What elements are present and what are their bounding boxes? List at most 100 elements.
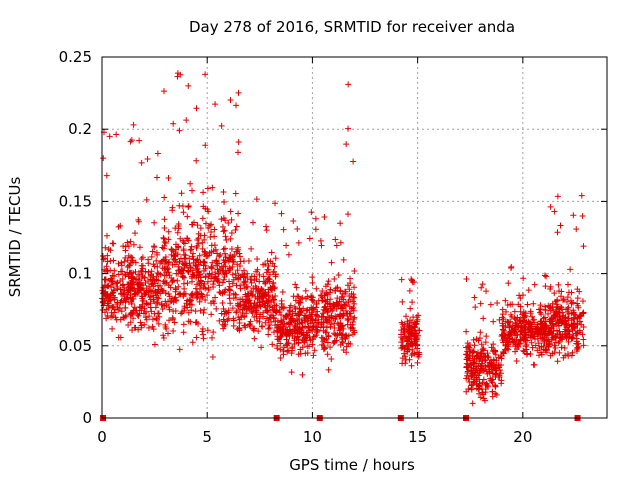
data-point bbox=[202, 220, 209, 227]
data-point bbox=[116, 305, 123, 312]
data-point bbox=[275, 336, 282, 343]
data-point bbox=[151, 219, 158, 226]
data-point bbox=[342, 332, 349, 339]
data-point bbox=[512, 348, 519, 355]
data-point bbox=[575, 304, 582, 311]
data-point bbox=[296, 298, 303, 305]
data-point bbox=[477, 329, 484, 336]
data-point bbox=[230, 315, 237, 322]
data-point bbox=[254, 266, 261, 273]
data-point bbox=[138, 307, 145, 314]
data-point bbox=[231, 252, 238, 259]
data-point bbox=[225, 307, 232, 314]
data-point bbox=[560, 312, 567, 319]
data-point bbox=[184, 213, 191, 220]
data-point bbox=[520, 347, 527, 354]
data-point bbox=[256, 315, 263, 322]
data-point bbox=[136, 244, 143, 251]
data-point bbox=[326, 317, 333, 324]
data-point bbox=[181, 305, 188, 312]
data-point bbox=[292, 330, 299, 337]
data-point bbox=[237, 285, 244, 292]
data-point bbox=[520, 326, 527, 333]
data-point bbox=[331, 337, 338, 344]
data-point bbox=[340, 256, 347, 263]
data-point bbox=[202, 71, 209, 78]
data-point bbox=[147, 293, 154, 300]
data-point bbox=[229, 280, 236, 287]
data-point bbox=[490, 362, 497, 369]
data-point bbox=[148, 268, 155, 275]
y-tick-label: 0.2 bbox=[68, 120, 92, 138]
data-point bbox=[264, 257, 271, 264]
x-tick-label: 5 bbox=[202, 428, 212, 446]
data-point bbox=[509, 323, 516, 330]
data-point bbox=[181, 285, 188, 292]
data-point bbox=[235, 89, 242, 96]
data-point bbox=[566, 322, 573, 329]
data-point bbox=[213, 305, 220, 312]
data-point bbox=[310, 307, 317, 314]
data-point bbox=[576, 327, 583, 334]
data-point bbox=[569, 326, 576, 333]
data-point bbox=[109, 303, 116, 310]
data-point bbox=[332, 236, 339, 243]
data-point bbox=[111, 296, 118, 303]
data-point bbox=[240, 267, 247, 274]
data-point bbox=[339, 322, 346, 329]
data-point bbox=[175, 222, 182, 229]
data-point bbox=[481, 352, 488, 359]
data-point bbox=[503, 337, 510, 344]
data-point bbox=[160, 235, 167, 242]
data-point bbox=[222, 257, 229, 264]
data-point bbox=[170, 327, 177, 334]
data-point bbox=[229, 271, 236, 278]
data-point bbox=[319, 341, 326, 348]
data-point bbox=[314, 327, 321, 334]
data-point bbox=[219, 289, 226, 296]
data-point bbox=[474, 352, 481, 359]
data-point bbox=[558, 305, 565, 312]
data-point bbox=[343, 333, 350, 340]
data-point bbox=[543, 323, 550, 330]
data-point bbox=[514, 314, 521, 321]
data-point bbox=[213, 262, 220, 269]
data-point bbox=[311, 333, 318, 340]
data-point bbox=[124, 239, 131, 246]
data-point bbox=[491, 382, 498, 389]
data-point bbox=[406, 328, 413, 335]
data-point bbox=[176, 127, 183, 134]
data-point bbox=[300, 332, 307, 339]
data-point bbox=[249, 291, 256, 298]
data-point bbox=[345, 298, 352, 305]
data-point bbox=[308, 209, 315, 216]
data-point bbox=[349, 331, 356, 338]
data-point bbox=[574, 295, 581, 302]
data-point bbox=[318, 242, 325, 249]
data-point bbox=[182, 290, 189, 297]
data-point bbox=[101, 283, 108, 290]
data-point bbox=[280, 226, 287, 233]
data-point bbox=[531, 331, 538, 338]
data-point bbox=[489, 388, 496, 395]
data-point bbox=[154, 269, 161, 276]
data-point bbox=[558, 320, 565, 327]
data-point bbox=[109, 325, 116, 332]
data-point bbox=[244, 293, 251, 300]
data-point bbox=[320, 346, 327, 353]
data-point bbox=[118, 308, 125, 315]
data-point bbox=[186, 298, 193, 305]
data-point bbox=[117, 299, 124, 306]
data-point bbox=[280, 348, 287, 355]
data-point bbox=[160, 335, 167, 342]
data-point bbox=[529, 325, 536, 332]
data-point bbox=[165, 269, 172, 276]
data-point bbox=[107, 275, 114, 282]
data-point bbox=[200, 189, 207, 196]
data-point bbox=[477, 300, 484, 307]
data-point bbox=[295, 311, 302, 318]
data-point bbox=[544, 338, 551, 345]
data-point bbox=[114, 285, 121, 292]
data-point bbox=[212, 269, 219, 276]
data-point bbox=[478, 363, 485, 370]
